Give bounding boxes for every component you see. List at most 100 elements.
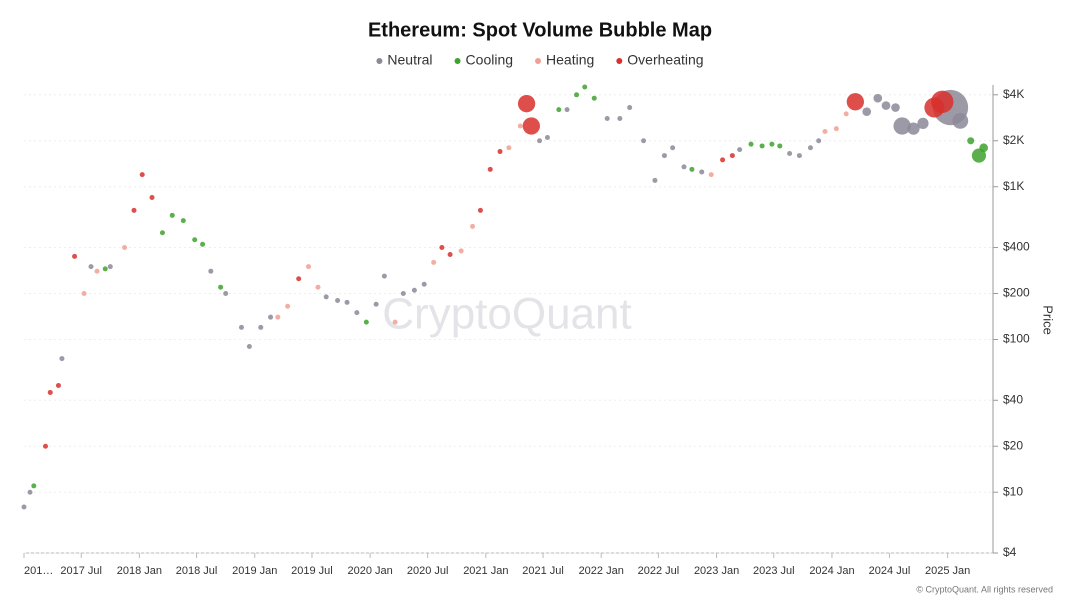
y-tick-label: $20	[1003, 438, 1023, 452]
bubble	[931, 90, 954, 113]
x-tick-label: 2024 Jul	[869, 565, 911, 577]
bubble	[582, 84, 588, 90]
legend-marker	[454, 58, 461, 64]
bubble	[967, 137, 975, 145]
bubble	[720, 157, 726, 163]
bubble	[748, 141, 754, 147]
bubble	[833, 126, 839, 132]
y-tick-label: $2K	[1003, 133, 1024, 147]
bubble	[470, 223, 476, 229]
x-tick-label: 201…	[24, 565, 53, 577]
y-tick-label: $1K	[1003, 179, 1024, 193]
watermark: CryptoQuant	[382, 290, 631, 339]
bubble	[822, 129, 828, 135]
bubble	[652, 177, 658, 183]
bubble	[223, 291, 229, 297]
bubble	[439, 245, 445, 251]
bubble	[411, 287, 417, 293]
bubble	[737, 147, 743, 153]
x-tick-label: 2022 Jul	[638, 565, 680, 577]
x-tick-label: 2021 Jul	[522, 565, 564, 577]
bubble	[517, 94, 536, 113]
bubble	[564, 107, 570, 113]
y-tick-label: $4K	[1003, 87, 1024, 101]
bubble	[769, 141, 775, 147]
legend-label: Heating	[546, 52, 594, 68]
legend-label: Cooling	[466, 52, 513, 68]
bubble	[107, 264, 113, 270]
bubble	[681, 164, 687, 170]
bubble	[159, 230, 165, 236]
bubble	[796, 153, 802, 159]
bubble	[275, 314, 281, 320]
legend-marker	[616, 58, 623, 64]
bubble	[47, 389, 53, 395]
legend-marker	[376, 58, 383, 64]
bubble	[238, 324, 244, 330]
bubble	[627, 105, 633, 111]
bubble	[917, 117, 929, 129]
bubble	[21, 504, 27, 510]
bubble	[363, 319, 369, 325]
bubble	[447, 252, 453, 258]
bubble	[477, 207, 483, 213]
bubble	[777, 143, 783, 149]
bubble	[487, 166, 493, 172]
bubble	[94, 268, 100, 274]
bubble	[729, 153, 735, 159]
x-tick-label: 2024 Jan	[809, 565, 854, 577]
y-tick-label: $400	[1003, 240, 1030, 254]
legend-label: Neutral	[387, 52, 432, 68]
y-axis-title: Price	[1041, 305, 1056, 335]
bubble	[661, 153, 667, 159]
bubble	[843, 111, 849, 117]
bubble	[315, 284, 321, 290]
bubble	[517, 123, 523, 129]
bubble	[873, 93, 883, 103]
bubble	[180, 218, 186, 224]
bubble	[699, 169, 705, 175]
bubble	[670, 145, 676, 151]
bubble	[556, 107, 562, 113]
y-tick-label: $4	[1003, 545, 1017, 559]
bubble	[258, 324, 264, 330]
legend-label: Overheating	[627, 52, 703, 68]
bubble	[604, 115, 610, 121]
bubble	[617, 115, 623, 121]
bubble	[192, 237, 198, 243]
bubble	[421, 281, 427, 287]
x-tick-label: 2018 Jan	[117, 565, 162, 577]
bubble	[208, 268, 214, 274]
bubble	[537, 138, 543, 144]
bubble	[246, 343, 252, 349]
bubble	[787, 151, 793, 157]
bubble	[544, 135, 550, 141]
bubble	[458, 248, 464, 254]
bubble	[323, 294, 329, 300]
bubble	[72, 253, 78, 259]
bubble	[689, 166, 695, 172]
x-tick-label: 2025 Jan	[925, 565, 970, 577]
bubble	[862, 107, 872, 117]
bubble	[139, 172, 145, 178]
x-tick-label: 2020 Jul	[407, 565, 449, 577]
bubble	[522, 117, 540, 135]
bubble	[122, 245, 128, 251]
x-tick-label: 2021 Jan	[463, 565, 508, 577]
bubble	[497, 149, 503, 155]
x-tick-label: 2017 Jul	[60, 565, 102, 577]
bubble	[952, 112, 969, 129]
x-tick-label: 2022 Jan	[579, 565, 624, 577]
bubble	[102, 266, 108, 272]
bubble	[893, 117, 911, 135]
x-tick-label: 2023 Jan	[694, 565, 739, 577]
bubble	[891, 103, 900, 112]
bubble	[149, 195, 155, 201]
bubble	[979, 143, 989, 153]
bubble	[169, 212, 175, 218]
bubble	[335, 298, 341, 304]
bubble	[381, 273, 387, 279]
bubble	[846, 93, 865, 111]
bubble	[88, 264, 94, 270]
